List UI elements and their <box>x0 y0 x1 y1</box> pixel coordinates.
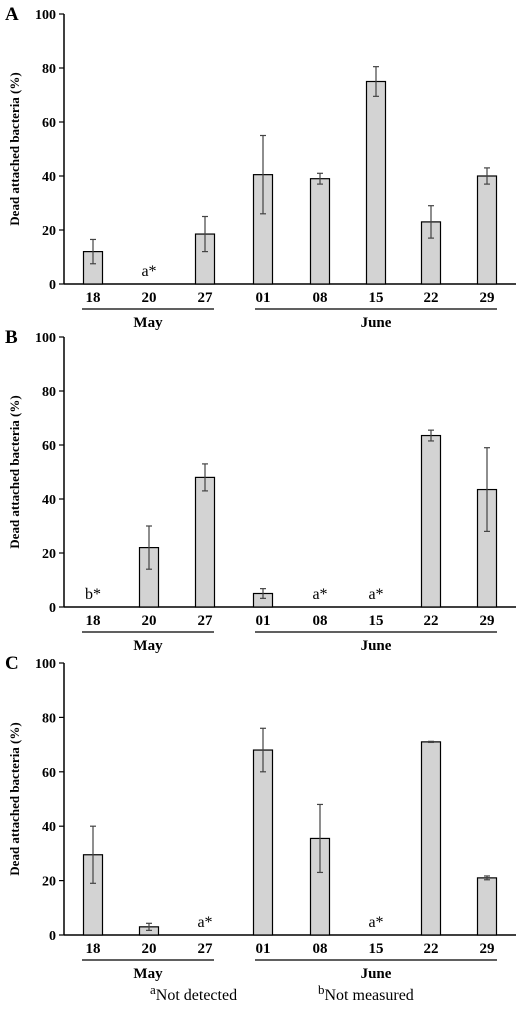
x-tick-label: 20 <box>142 290 157 306</box>
y-tick-label: 80 <box>42 385 56 400</box>
missing-value-note: a* <box>368 914 383 931</box>
panel-label: C <box>5 653 19 674</box>
x-tick-label: 20 <box>142 941 157 957</box>
y-axis-title: Dead attached bacteria (%) <box>7 395 22 548</box>
y-tick-label: 100 <box>35 331 56 346</box>
month-label: May <box>133 966 163 982</box>
chart-panels: A Dead attached bacteria (%) 0 20 40 60 80 100 1… <box>5 4 516 982</box>
bar <box>420 434 442 608</box>
month-label: May <box>133 315 163 331</box>
x-tick-label: 29 <box>480 941 495 957</box>
x-tick-label: 29 <box>480 290 495 306</box>
y-tick-label: 60 <box>42 116 56 131</box>
x-tick-label: 18 <box>86 941 101 957</box>
y-tick-label: 80 <box>42 711 56 726</box>
y-tick-label: 60 <box>42 766 56 781</box>
x-tick-label: 22 <box>424 613 439 629</box>
panel-label: B <box>5 327 18 348</box>
x-tick-label: 27 <box>198 613 214 629</box>
y-axis-title: Dead attached bacteria (%) <box>7 722 22 875</box>
y-tick-label: 0 <box>49 929 56 944</box>
x-tick-label: 01 <box>256 613 271 629</box>
x-tick-label: 08 <box>313 290 328 306</box>
footnote-b: bNot measured <box>318 982 414 1004</box>
month-label: June <box>361 966 392 982</box>
bar <box>365 80 387 285</box>
x-tick-label: 18 <box>86 290 101 306</box>
y-tick-label: 100 <box>35 657 56 672</box>
y-tick-label: 80 <box>42 62 56 77</box>
y-tick-label: 0 <box>49 278 56 293</box>
x-tick-label: 18 <box>86 613 101 629</box>
missing-value-note: b* <box>85 586 101 603</box>
bar <box>476 175 498 285</box>
month-label: June <box>361 638 392 654</box>
panel-b: B Dead attached bacteria (%) 0 20 40 60 80 100 b… <box>5 327 516 654</box>
x-tick-label: 22 <box>424 941 439 957</box>
x-tick-label: 08 <box>313 941 328 957</box>
bar <box>420 741 442 936</box>
month-label: May <box>133 638 163 654</box>
panel-a: A Dead attached bacteria (%) 0 20 40 60 80 100 1… <box>5 4 516 331</box>
missing-value-note: a* <box>312 586 327 603</box>
missing-value-note: a* <box>368 586 383 603</box>
y-tick-label: 40 <box>42 493 56 508</box>
x-tick-label: 01 <box>256 941 271 957</box>
x-tick-label: 08 <box>313 613 328 629</box>
missing-value-note: a* <box>197 914 212 931</box>
panel-c: C Dead attached bacteria (%) 0 20 40 60 80 100 1… <box>5 653 516 982</box>
x-tick-label: 15 <box>369 613 384 629</box>
y-tick-label: 20 <box>42 224 56 239</box>
bar <box>476 877 498 936</box>
missing-value-note: a* <box>141 263 156 280</box>
panel-label: A <box>5 4 19 25</box>
y-tick-label: 60 <box>42 439 56 454</box>
y-tick-label: 20 <box>42 547 56 562</box>
x-tick-label: 22 <box>424 290 439 306</box>
x-tick-label: 01 <box>256 290 271 306</box>
footnote-a: aNot detected <box>150 982 237 1004</box>
y-tick-label: 100 <box>35 8 56 23</box>
bar <box>252 749 274 936</box>
x-tick-label: 27 <box>198 941 214 957</box>
x-tick-label: 27 <box>198 290 214 306</box>
y-tick-label: 20 <box>42 875 56 890</box>
y-tick-label: 40 <box>42 170 56 185</box>
footnotes: aNot detected bNot measured <box>150 982 414 1004</box>
bar <box>194 476 216 608</box>
x-tick-label: 20 <box>142 613 157 629</box>
month-label: June <box>361 315 392 331</box>
y-axis-title: Dead attached bacteria (%) <box>7 72 22 225</box>
y-tick-label: 40 <box>42 820 56 835</box>
x-tick-label: 29 <box>480 613 495 629</box>
y-tick-label: 0 <box>49 601 56 616</box>
x-tick-label: 15 <box>369 290 384 306</box>
bar <box>309 178 331 285</box>
x-tick-label: 15 <box>369 941 384 957</box>
